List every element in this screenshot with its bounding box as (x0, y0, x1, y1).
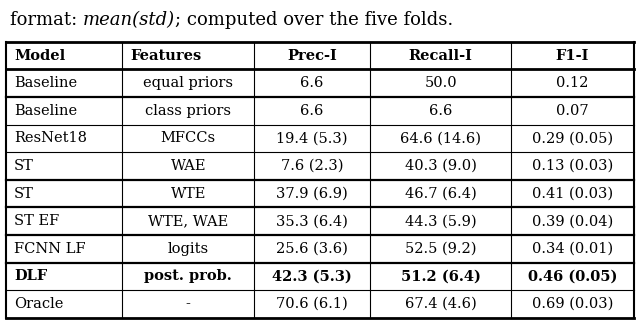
Text: 25.6 (3.6): 25.6 (3.6) (276, 242, 348, 256)
Text: 67.4 (4.6): 67.4 (4.6) (405, 297, 477, 311)
Text: Model: Model (14, 48, 65, 63)
Text: 0.69 (0.03): 0.69 (0.03) (532, 297, 613, 311)
Text: Baseline: Baseline (14, 76, 77, 90)
Text: 0.13 (0.03): 0.13 (0.03) (532, 159, 613, 173)
Text: 0.12: 0.12 (556, 76, 589, 90)
Text: mean(std): mean(std) (83, 11, 175, 29)
Text: 52.5 (9.2): 52.5 (9.2) (405, 242, 477, 256)
Text: WTE: WTE (171, 187, 206, 201)
Text: 44.3 (5.9): 44.3 (5.9) (405, 214, 477, 228)
Text: 40.3 (9.0): 40.3 (9.0) (404, 159, 477, 173)
Text: 46.7 (6.4): 46.7 (6.4) (405, 187, 477, 201)
Text: 42.3 (5.3): 42.3 (5.3) (272, 269, 352, 283)
Text: 51.2 (6.4): 51.2 (6.4) (401, 269, 481, 283)
Text: ST: ST (14, 159, 34, 173)
Text: format:: format: (10, 11, 83, 29)
Text: equal priors: equal priors (143, 76, 234, 90)
Text: WTE, WAE: WTE, WAE (148, 214, 228, 228)
Text: 37.9 (6.9): 37.9 (6.9) (276, 187, 348, 201)
Text: -: - (186, 297, 191, 311)
Text: logits: logits (168, 242, 209, 256)
Text: ; computed over the five folds.: ; computed over the five folds. (175, 11, 453, 29)
Text: 0.34 (0.01): 0.34 (0.01) (532, 242, 613, 256)
Text: 0.39 (0.04): 0.39 (0.04) (532, 214, 613, 228)
Text: WAE: WAE (170, 159, 206, 173)
Text: Features: Features (130, 48, 201, 63)
Text: MFCCs: MFCCs (161, 131, 216, 145)
Text: 64.6 (14.6): 64.6 (14.6) (400, 131, 481, 145)
Text: FCNN LF: FCNN LF (14, 242, 86, 256)
Text: 0.46 (0.05): 0.46 (0.05) (528, 269, 617, 283)
Text: 0.41 (0.03): 0.41 (0.03) (532, 187, 613, 201)
Text: DLF: DLF (14, 269, 47, 283)
Text: 7.6 (2.3): 7.6 (2.3) (281, 159, 344, 173)
Text: 70.6 (6.1): 70.6 (6.1) (276, 297, 348, 311)
Text: F1-I: F1-I (556, 48, 589, 63)
Text: Prec-I: Prec-I (287, 48, 337, 63)
Text: Baseline: Baseline (14, 104, 77, 118)
Text: 0.29 (0.05): 0.29 (0.05) (532, 131, 613, 145)
Text: post. prob.: post. prob. (145, 269, 232, 283)
Text: ResNet18: ResNet18 (14, 131, 87, 145)
Text: 19.4 (5.3): 19.4 (5.3) (276, 131, 348, 145)
Text: class priors: class priors (145, 104, 231, 118)
Text: 6.6: 6.6 (429, 104, 452, 118)
Text: ST: ST (14, 187, 34, 201)
Text: 6.6: 6.6 (300, 76, 324, 90)
Text: 6.6: 6.6 (300, 104, 324, 118)
Text: 50.0: 50.0 (424, 76, 457, 90)
Text: ST EF: ST EF (14, 214, 59, 228)
Text: 0.07: 0.07 (556, 104, 589, 118)
Text: 35.3 (6.4): 35.3 (6.4) (276, 214, 348, 228)
Text: Recall-I: Recall-I (409, 48, 473, 63)
Text: Oracle: Oracle (14, 297, 63, 311)
